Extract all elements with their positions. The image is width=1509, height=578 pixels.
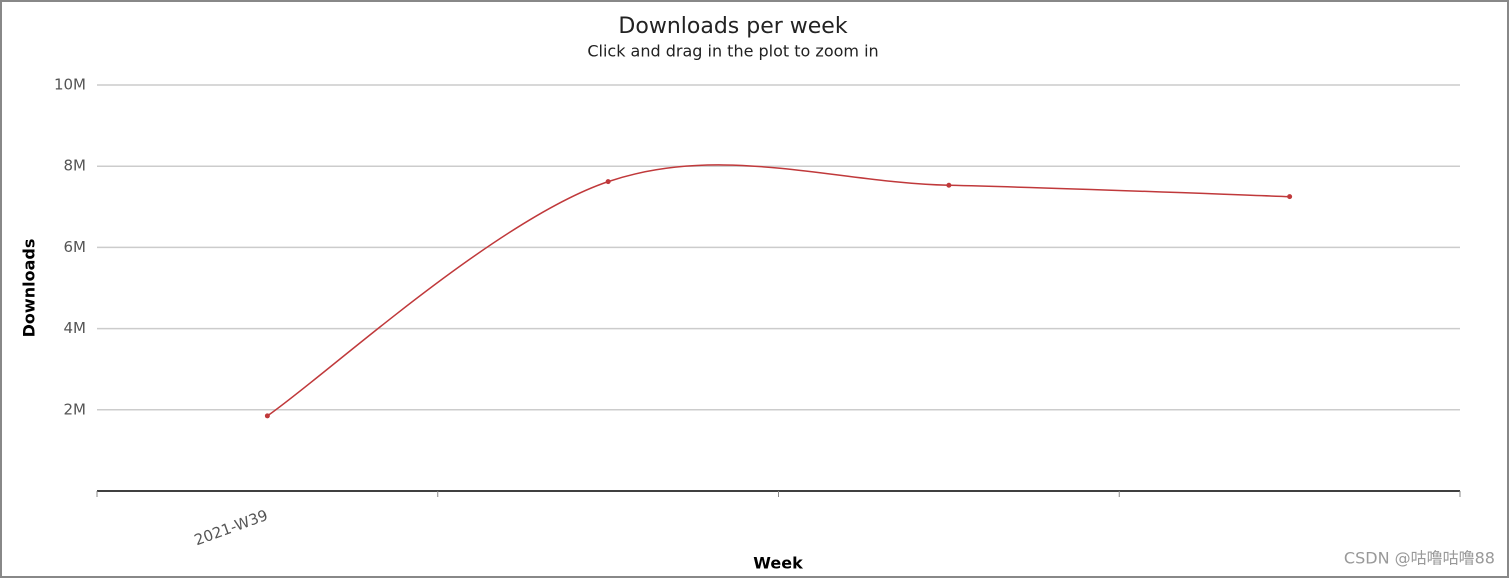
y-tick-label: 10M [54,76,86,94]
y-tick-label: 2M [64,400,87,418]
y-tick-label: 8M [64,157,87,175]
point [605,179,611,185]
watermark: CSDN @咕噜咕噜88 [1344,549,1495,568]
chart-subtitle: Click and drag in the plot to zoom in [587,42,878,61]
point [1287,194,1293,200]
chart-title: Downloads per week [618,14,847,39]
y-tick-label: 6M [64,238,87,256]
y-axis-label: Downloads [20,239,39,338]
point [946,182,952,188]
y-tick-label: 4M [64,319,87,337]
point [264,413,270,419]
x-axis-label: Week [753,554,803,573]
series-line [266,164,1290,417]
